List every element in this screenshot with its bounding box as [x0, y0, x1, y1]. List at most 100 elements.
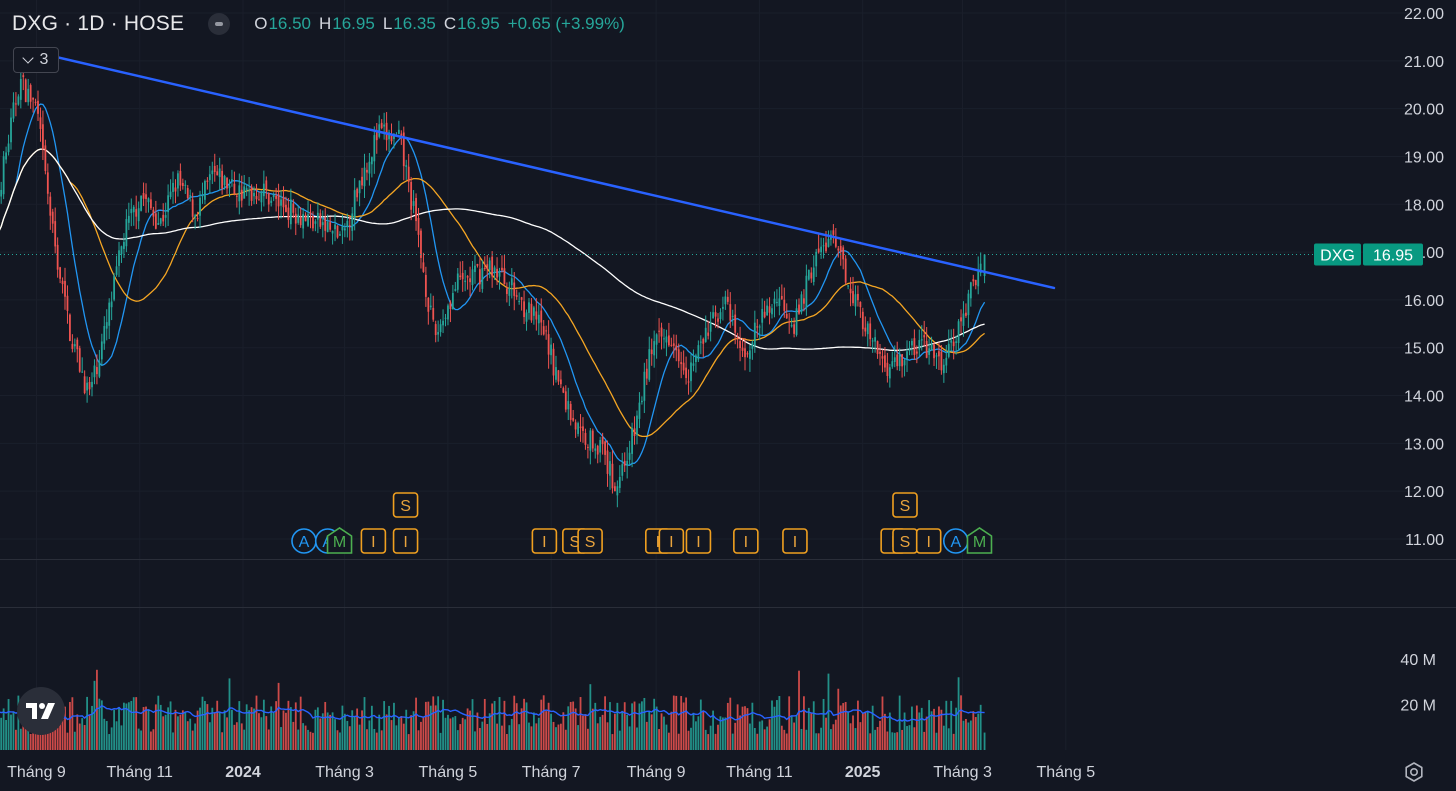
candle[interactable] [983, 254, 986, 284]
candle[interactable] [348, 215, 351, 241]
volume-bar[interactable] [562, 712, 565, 750]
candle[interactable] [505, 282, 508, 303]
candle[interactable] [12, 92, 15, 123]
candle[interactable] [640, 396, 643, 405]
volume-bar[interactable] [29, 733, 32, 750]
volume-bar[interactable] [410, 715, 413, 750]
volume-bar[interactable] [680, 696, 683, 750]
volume-bar[interactable] [368, 720, 371, 750]
volume-bar[interactable] [893, 732, 896, 750]
candle[interactable] [906, 340, 908, 373]
volume-bar[interactable] [15, 729, 17, 750]
volume-bar[interactable] [540, 699, 543, 750]
volume-bar[interactable] [702, 710, 705, 750]
volume-bar[interactable] [567, 706, 570, 750]
candle[interactable] [596, 444, 599, 464]
candle[interactable] [930, 336, 933, 351]
candle[interactable] [314, 219, 317, 232]
volume-bar[interactable] [697, 716, 700, 750]
volume-bar[interactable] [258, 713, 260, 750]
candle[interactable] [336, 225, 339, 239]
volume-bar[interactable] [601, 714, 604, 750]
volume-bar[interactable] [145, 706, 147, 750]
volume-bar[interactable] [960, 695, 962, 750]
volume-bar[interactable] [857, 700, 859, 750]
candle[interactable] [572, 409, 575, 422]
volume-bar[interactable] [820, 727, 823, 750]
candle[interactable] [498, 267, 501, 290]
candle[interactable] [434, 320, 437, 343]
volume-bar[interactable] [832, 724, 835, 750]
volume-bar[interactable] [557, 724, 560, 750]
volume-bar[interactable] [525, 702, 528, 750]
candle[interactable] [54, 207, 57, 254]
candle[interactable] [380, 119, 383, 130]
volume-bar[interactable] [56, 714, 59, 750]
candle[interactable] [37, 90, 39, 121]
candle[interactable] [491, 251, 494, 288]
volume-bar[interactable] [393, 702, 395, 750]
volume-bar[interactable] [719, 716, 722, 750]
candle[interactable] [289, 188, 292, 230]
volume-bar[interactable] [803, 696, 805, 750]
volume-bar[interactable] [159, 704, 162, 750]
volume-bar[interactable] [59, 713, 62, 750]
candle[interactable] [442, 309, 444, 334]
candle[interactable] [579, 414, 582, 442]
candle[interactable] [685, 356, 687, 385]
candle[interactable] [2, 151, 5, 200]
volume-bar[interactable] [179, 714, 182, 750]
candle[interactable] [839, 239, 842, 266]
volume-bar[interactable] [37, 732, 39, 750]
volume-bar[interactable] [208, 722, 211, 750]
volume-bar[interactable] [429, 705, 432, 750]
candle[interactable] [974, 279, 977, 290]
candle[interactable] [108, 298, 111, 340]
candle[interactable] [766, 298, 768, 316]
candle[interactable] [169, 179, 172, 200]
volume-bar[interactable] [758, 721, 761, 750]
candle[interactable] [567, 387, 570, 421]
candle[interactable] [947, 329, 950, 359]
candle[interactable] [233, 171, 236, 196]
volume-bar[interactable] [454, 716, 457, 750]
volume-bar[interactable] [260, 717, 263, 750]
candle[interactable] [164, 202, 167, 228]
candle[interactable] [456, 267, 459, 293]
candle[interactable] [410, 176, 413, 221]
volume-bar[interactable] [289, 707, 292, 750]
candle[interactable] [147, 197, 150, 213]
candle[interactable] [282, 186, 285, 218]
volume-bar[interactable] [812, 701, 815, 750]
candle[interactable] [559, 370, 562, 389]
event-marker-i[interactable]: I [782, 528, 808, 554]
candle[interactable] [795, 299, 798, 337]
volume-bar[interactable] [0, 717, 3, 750]
candle[interactable] [631, 422, 633, 468]
volume-bar[interactable] [71, 697, 74, 750]
candle[interactable] [179, 163, 182, 192]
volume-bar[interactable] [707, 734, 710, 750]
candle[interactable] [928, 338, 931, 365]
volume-bar[interactable] [839, 705, 842, 750]
candle[interactable] [771, 304, 773, 319]
volume-bar[interactable] [734, 722, 737, 750]
volume-bar[interactable] [928, 700, 931, 750]
candle[interactable] [329, 216, 332, 232]
candle[interactable] [734, 304, 737, 345]
volume-bar[interactable] [493, 700, 496, 750]
candle[interactable] [741, 337, 744, 357]
candle[interactable] [724, 290, 727, 310]
volume-bar[interactable] [439, 732, 442, 750]
candle[interactable] [626, 447, 629, 479]
volume-bar[interactable] [665, 724, 668, 750]
volume-bar[interactable] [172, 732, 174, 750]
candle[interactable] [383, 112, 386, 140]
candle[interactable] [71, 334, 74, 353]
volume-bar[interactable] [91, 705, 93, 750]
volume-bar[interactable] [476, 712, 479, 750]
volume-bar[interactable] [331, 712, 334, 750]
volume-bar[interactable] [636, 727, 638, 750]
candle[interactable] [69, 313, 71, 342]
